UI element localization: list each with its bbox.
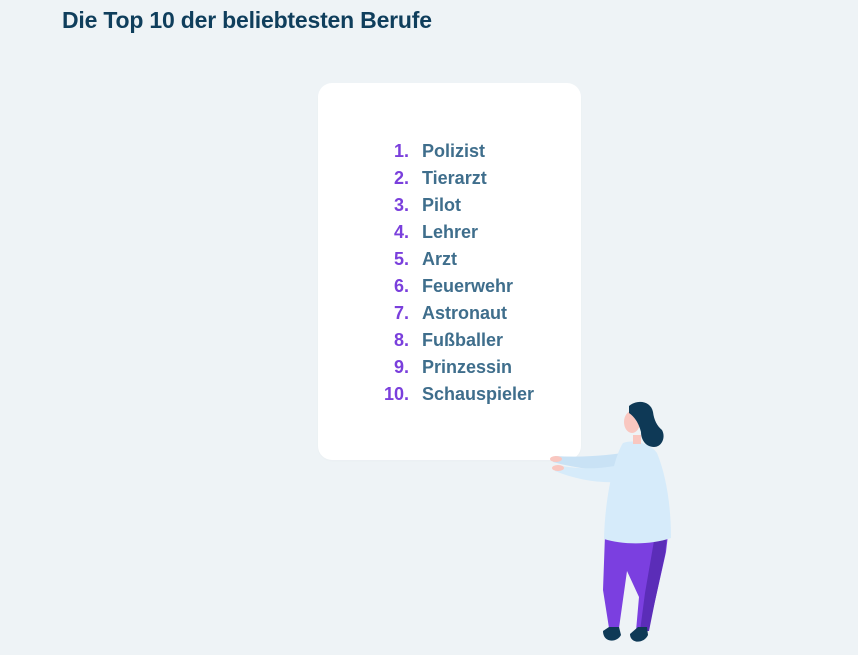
list-item: 10. Schauspieler: [318, 381, 581, 408]
list-item: 8. Fußballer: [318, 327, 581, 354]
list-item-number: 6.: [393, 276, 409, 296]
list-item-label: Tierarzt: [422, 168, 487, 188]
list-item-label: Prinzessin: [422, 357, 513, 377]
list-item-number: 5.: [393, 249, 409, 269]
list-item: 2. Tierarzt: [318, 165, 581, 192]
woman-holding-sign-icon: [550, 401, 671, 642]
top-ten-card: 1. Polizist 2. Tierarzt 3. Pilot 4. Lehr…: [318, 83, 581, 460]
list-item-number: 10.: [383, 384, 409, 404]
list-item: 3. Pilot: [318, 192, 581, 219]
list-item-label: Arzt: [422, 249, 457, 269]
list-item-number: 9.: [393, 357, 409, 377]
list-item-number: 8.: [393, 330, 409, 350]
list-item: 6. Feuerwehr: [318, 273, 581, 300]
profession-list: 1. Polizist 2. Tierarzt 3. Pilot 4. Lehr…: [318, 138, 581, 408]
list-item-number: 4.: [393, 222, 409, 242]
list-item: 7. Astronaut: [318, 300, 581, 327]
list-item: 5. Arzt: [318, 246, 581, 273]
list-item: 1. Polizist: [318, 138, 581, 165]
list-item-label: Polizist: [422, 141, 486, 161]
list-item-label: Pilot: [422, 195, 461, 215]
page-title: Die Top 10 der beliebtesten Berufe: [62, 7, 432, 33]
list-item-label: Fußballer: [422, 330, 504, 350]
list-item-label: Lehrer: [422, 222, 479, 242]
list-item: 4. Lehrer: [318, 219, 581, 246]
list-item-number: 2.: [393, 168, 409, 188]
list-item-number: 3.: [393, 195, 409, 215]
list-item-label: Schauspieler: [422, 384, 535, 404]
list-item-label: Astronaut: [422, 303, 507, 323]
list-item-number: 7.: [393, 303, 409, 323]
list-item: 9. Prinzessin: [318, 354, 581, 381]
list-item-number: 1.: [393, 141, 409, 161]
list-item-label: Feuerwehr: [422, 276, 514, 296]
